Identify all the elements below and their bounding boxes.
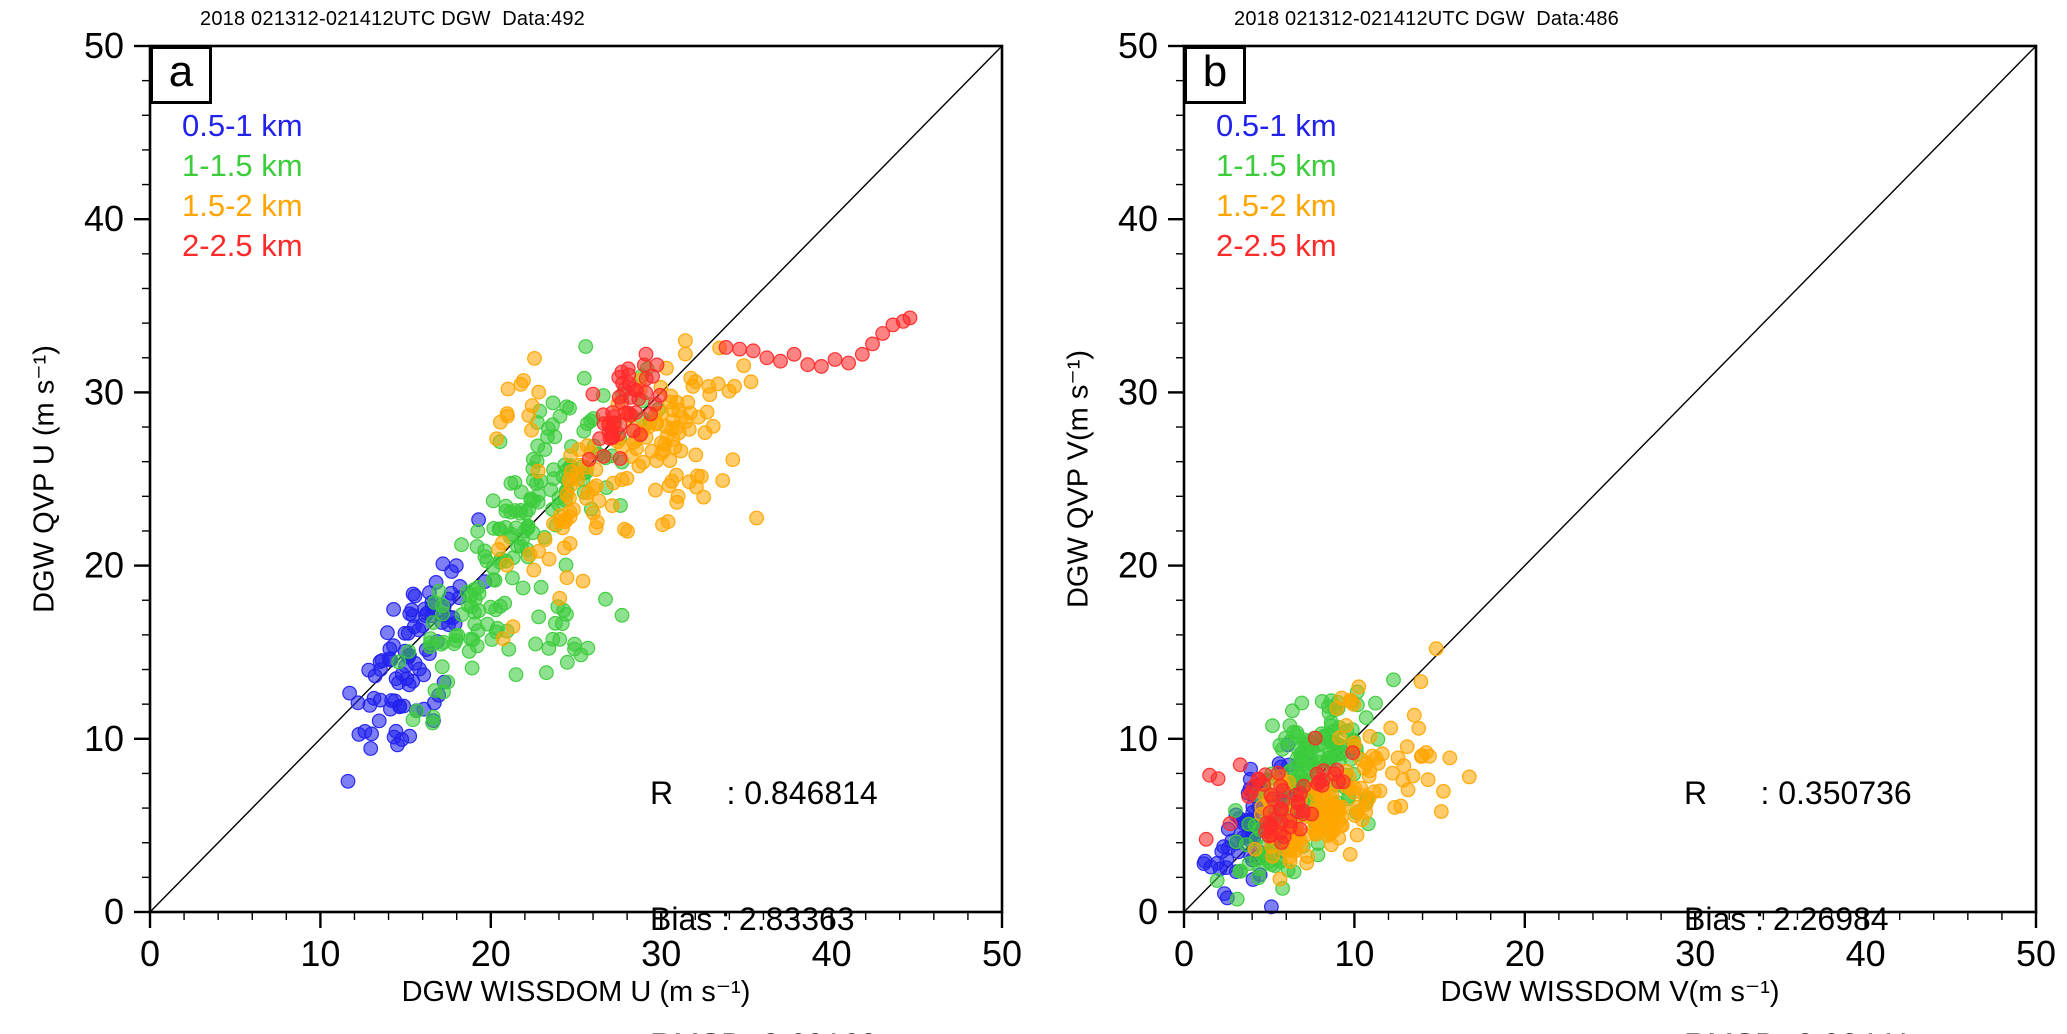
legend-item-1-1.5km: 1-1.5 km <box>182 148 303 183</box>
x-axis-label: DGW WISSDOM U (m s⁻¹) <box>401 976 751 1008</box>
legend-item-2-2.5km: 2-2.5 km <box>182 228 303 263</box>
legend-item-1.5-2km: 1.5-2 km <box>182 188 303 223</box>
panel-a-letter-box: a <box>150 46 212 104</box>
x-tick-label: 50 <box>2016 933 2056 974</box>
minor-ticks <box>1176 79 2003 920</box>
y-tick-label: 10 <box>1118 718 1158 759</box>
y-axis-label: DGW QVP U (m s⁻¹) <box>28 345 61 613</box>
scatter-series-1-1.5-km <box>391 339 666 731</box>
x-tick-label: 30 <box>641 933 681 974</box>
x-tick-label: 20 <box>471 933 511 974</box>
x-tick-label: 30 <box>1675 933 1715 974</box>
legend-item-1-1.5km: 1-1.5 km <box>1216 148 1337 183</box>
y-tick-label: 30 <box>1118 371 1158 412</box>
legend-item-1.5-2km: 1.5-2 km <box>1216 188 1337 223</box>
y-tick-label: 50 <box>1118 25 1158 66</box>
y-tick-label: 40 <box>84 198 124 239</box>
x-axis-label: DGW WISSDOM V(m s⁻¹) <box>1440 976 1780 1008</box>
stat-r: R : 0.846814 <box>650 775 878 811</box>
x-tick-label: 40 <box>1846 933 1886 974</box>
stat-bias: Bias : 2.83363 <box>650 901 855 937</box>
panel-b-scatter-plot: 0 10 20 30 40 50 0 10 20 30 40 50 <box>1118 25 2056 974</box>
plot-frame <box>1182 44 2038 914</box>
y-tick-label: 0 <box>104 891 124 932</box>
y-tick-label: 10 <box>84 718 124 759</box>
stat-rmsd: RMSD: 3.69169 <box>650 1024 878 1034</box>
y-tick-label: 20 <box>84 545 124 586</box>
x-tick-label: 40 <box>812 933 852 974</box>
x-tick-label: 10 <box>1334 933 1374 974</box>
height-legend: 0.5-1 km 1-1.5 km 1.5-2 km 2-2.5 km <box>182 106 303 266</box>
y-axis: 0 10 20 30 40 50 <box>84 25 150 932</box>
minor-ticks <box>142 79 969 920</box>
scatter-series-2-2.5-km <box>581 310 918 467</box>
x-axis: 0 10 20 30 40 50 <box>1174 912 2056 974</box>
x-tick-label: 0 <box>140 933 160 974</box>
panel-a-title: 2018 021312-021412UTC DGW Data:492 <box>200 8 586 30</box>
legend-item-0.5-1km: 0.5-1 km <box>1216 108 1337 143</box>
panel-b-letter-box: b <box>1184 46 1246 104</box>
x-tick-label: 0 <box>1174 933 1194 974</box>
legend-item-2-2.5km: 2-2.5 km <box>1216 228 1337 263</box>
scatter-series-2-2.5-km <box>1198 730 1361 850</box>
y-tick-label: 20 <box>1118 545 1158 586</box>
y-tick-label: 30 <box>84 371 124 412</box>
legend-item-0.5-1km: 0.5-1 km <box>182 108 303 143</box>
y-tick-label: 0 <box>1138 891 1158 932</box>
height-legend: 0.5-1 km 1-1.5 km 1.5-2 km 2-2.5 km <box>1216 106 1337 266</box>
x-tick-label: 20 <box>1505 933 1545 974</box>
x-tick-label: 10 <box>300 933 340 974</box>
x-tick-label: 50 <box>982 933 1022 974</box>
panel-a: 2018 021312-021412UTC DGW Data:492 0 10 20… <box>0 0 1033 1034</box>
plot-frame <box>148 44 1004 914</box>
y-tick-label: 40 <box>1118 198 1158 239</box>
stats-block: R : 0.350736 Bias : 2.26984 RMSD: 2.9244… <box>1684 688 1912 1034</box>
y-axis-label: DGW QVP V(m s⁻¹) <box>1062 349 1095 609</box>
panel-b: 2018 021312-021412UTC DGW Data:486 0 10 20… <box>1034 0 2067 1034</box>
y-axis: 0 10 20 30 40 50 <box>1118 25 1184 932</box>
stat-r: R : 0.350736 <box>1684 775 1912 811</box>
panel-a-scatter-plot: 0 10 20 30 40 50 0 10 20 30 40 50 <box>84 25 1022 974</box>
y-tick-label: 50 <box>84 25 124 66</box>
panel-b-title: 2018 021312-021412UTC DGW Data:486 <box>1234 8 1620 30</box>
x-axis: 0 10 20 30 40 50 <box>140 912 1022 974</box>
stat-rmsd: RMSD: 2.92441 <box>1684 1024 1912 1034</box>
stats-block: R : 0.846814 Bias : 2.83363 RMSD: 3.6916… <box>650 688 878 1034</box>
stat-bias: Bias : 2.26984 <box>1684 901 1889 937</box>
